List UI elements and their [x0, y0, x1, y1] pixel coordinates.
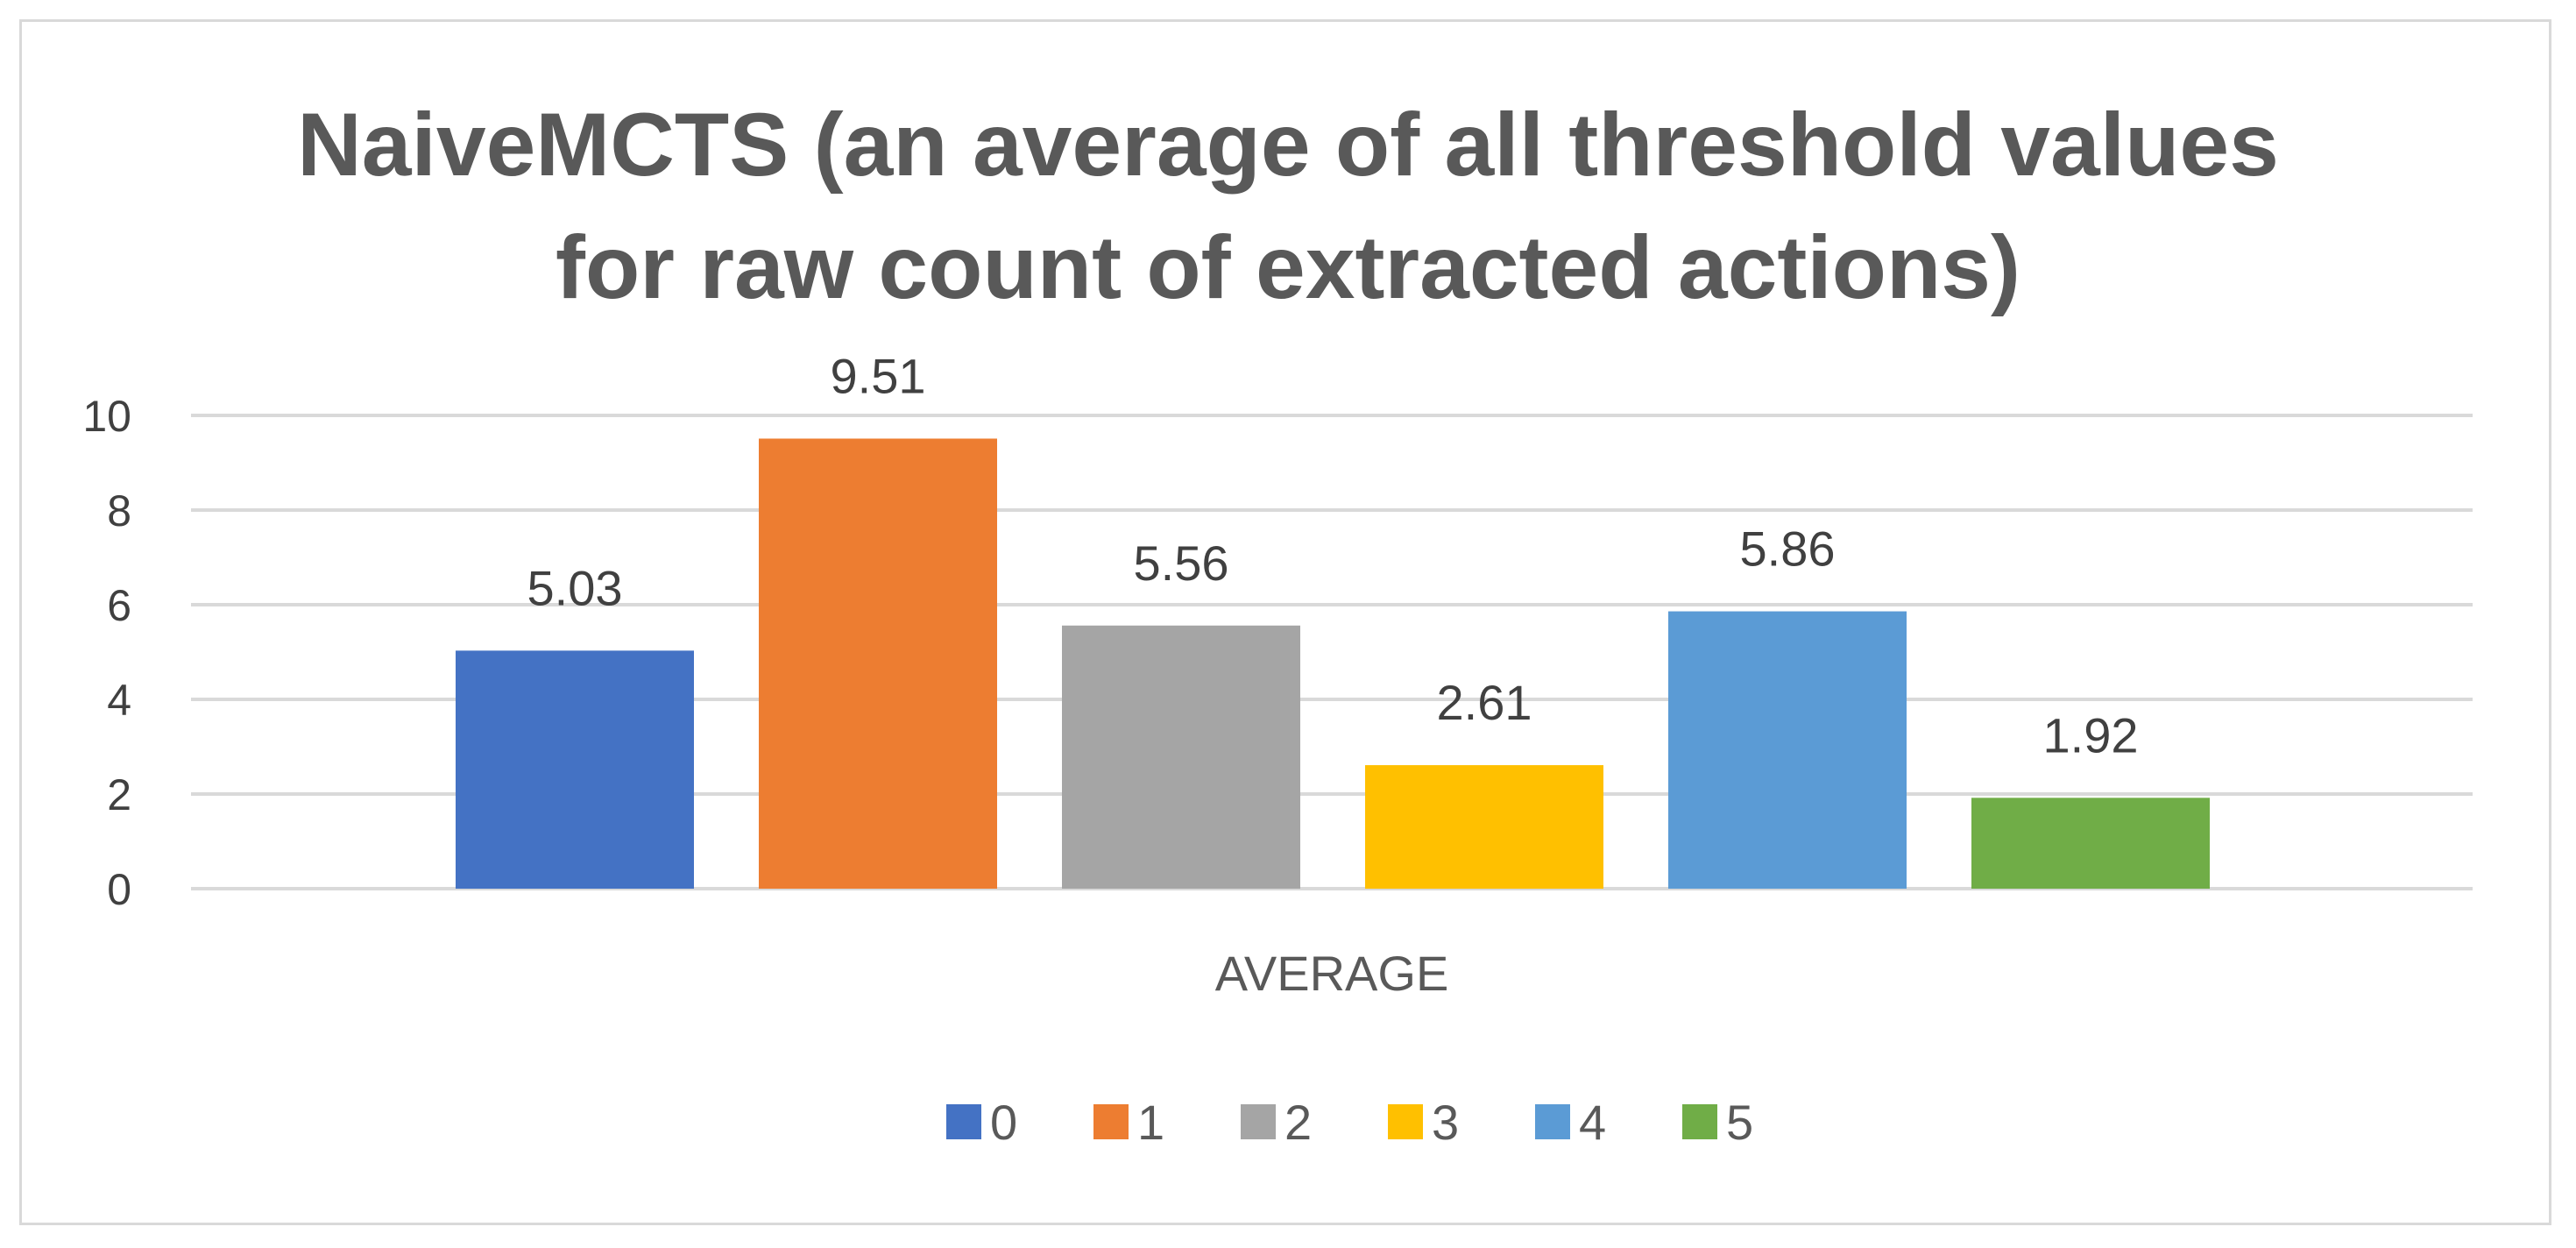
bar-series-3 [1365, 765, 1603, 889]
y-tick-label: 0 [107, 865, 131, 914]
y-tick-label: 2 [107, 770, 131, 819]
bar-series-5 [1971, 798, 2210, 889]
x-category-label: AVERAGE [1215, 946, 1449, 1001]
data-label-series-0: 5.03 [527, 560, 623, 615]
chart-title-line-2: for raw count of extracted actions) [556, 217, 2020, 317]
legend-label-2: 2 [1284, 1095, 1312, 1150]
y-tick-label: 6 [107, 581, 131, 630]
legend-swatch-4 [1535, 1104, 1570, 1139]
chart-title: NaiveMCTS (an average of all threshold v… [297, 95, 2279, 317]
legend-swatch-0 [946, 1104, 981, 1139]
data-label-series-4: 5.86 [1740, 521, 1836, 577]
legend-label-3: 3 [1432, 1095, 1459, 1150]
data-labels: 5.03 9.51 5.56 2.61 5.86 1.92 [527, 348, 2139, 762]
legend-swatch-2 [1241, 1104, 1276, 1139]
legend-swatch-3 [1388, 1104, 1423, 1139]
data-label-series-2: 5.56 [1134, 535, 1229, 591]
legend-label-4: 4 [1579, 1095, 1606, 1150]
y-axis-ticks: 0 2 4 6 8 10 [82, 392, 131, 914]
bar-series-1 [759, 438, 997, 890]
legend: 0 1 2 3 4 5 [946, 1095, 1753, 1150]
y-tick-label: 4 [107, 676, 131, 725]
y-tick-label: 10 [82, 392, 131, 441]
legend-label-0: 0 [990, 1095, 1017, 1150]
data-label-series-1: 9.51 [831, 348, 926, 403]
x-axis-categories: AVERAGE [1215, 946, 1449, 1001]
chart-frame [19, 19, 2551, 1225]
legend-swatch-1 [1093, 1104, 1129, 1139]
bar-series-2 [1062, 625, 1300, 889]
data-label-series-3: 2.61 [1437, 675, 1532, 730]
y-tick-label: 8 [107, 486, 131, 535]
bar-series-0 [456, 650, 694, 889]
chart-title-line-1: NaiveMCTS (an average of all threshold v… [297, 95, 2279, 195]
bar-series-4 [1668, 611, 1907, 889]
legend-swatch-5 [1682, 1104, 1717, 1139]
legend-label-1: 1 [1137, 1095, 1164, 1150]
bars [456, 438, 2210, 890]
legend-label-5: 5 [1726, 1095, 1753, 1150]
data-label-series-5: 1.92 [2043, 707, 2139, 762]
